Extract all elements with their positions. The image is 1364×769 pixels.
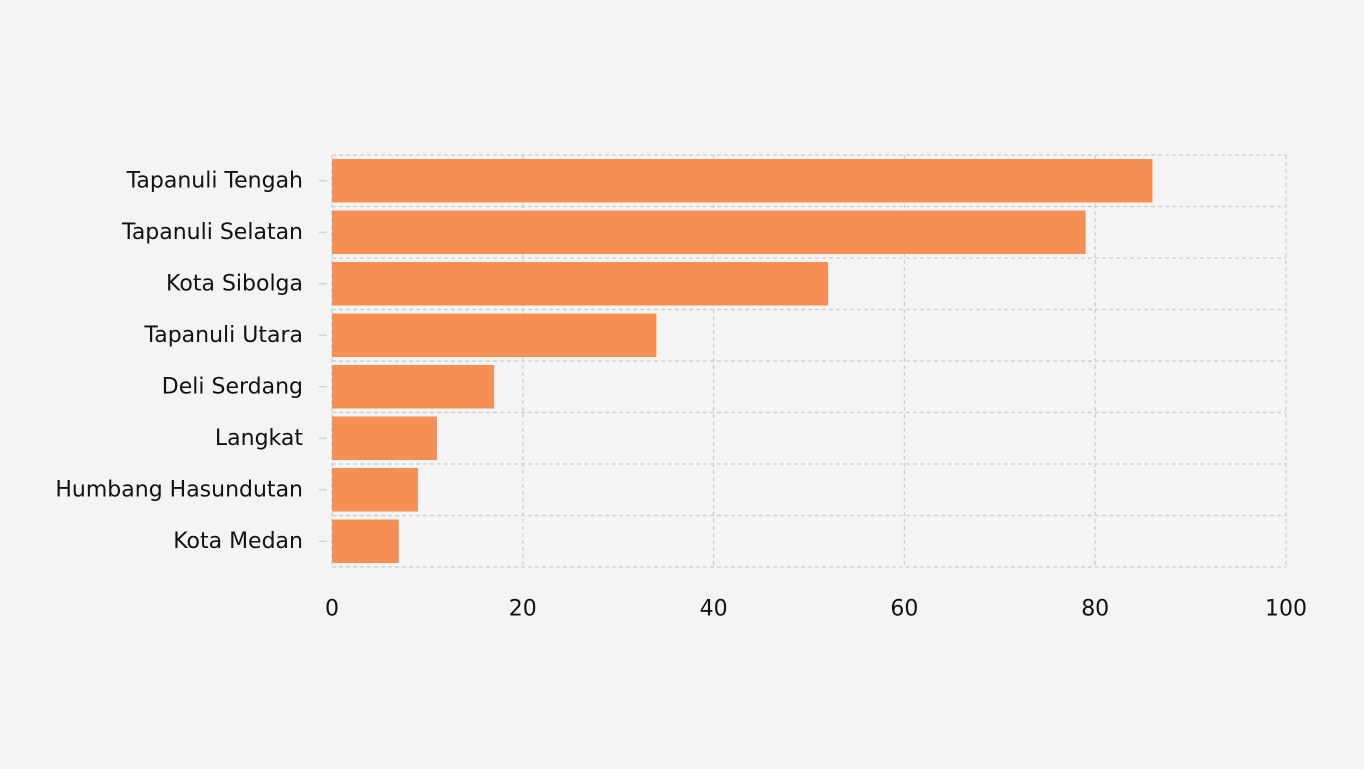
y-tick-label: Deli Serdang bbox=[162, 374, 303, 399]
bar bbox=[332, 519, 399, 563]
y-tick-label: Tapanuli Tengah bbox=[126, 168, 303, 193]
y-tick-label: Humbang Hasundutan bbox=[55, 477, 303, 502]
y-axis-labels: Tapanuli Tengah Tapanuli Selatan Kota Sibo… bbox=[55, 168, 327, 554]
y-tick-label: Langkat bbox=[215, 426, 303, 451]
y-tick-label: Kota Medan bbox=[173, 529, 303, 554]
bar-layer bbox=[332, 159, 1153, 563]
bar bbox=[332, 313, 657, 357]
x-axis-labels: 0 20 40 60 80 100 bbox=[325, 597, 1307, 622]
x-tick-label: 0 bbox=[325, 597, 339, 622]
grid-layer bbox=[331, 154, 1287, 568]
x-tick-label: 60 bbox=[890, 597, 918, 622]
bar bbox=[332, 365, 495, 409]
bar bbox=[332, 416, 437, 460]
bar bbox=[332, 468, 418, 512]
x-tick-label: 20 bbox=[509, 597, 537, 622]
bar bbox=[332, 262, 829, 306]
bar bbox=[332, 210, 1086, 254]
x-tick-label: 40 bbox=[700, 597, 728, 622]
x-tick-label: 80 bbox=[1081, 597, 1109, 622]
y-tick-label: Tapanuli Utara bbox=[143, 323, 303, 348]
y-tick-label: Kota Sibolga bbox=[166, 271, 303, 296]
x-tick-label: 100 bbox=[1265, 597, 1307, 622]
bar bbox=[332, 159, 1153, 203]
y-tick-label: Tapanuli Selatan bbox=[121, 220, 303, 245]
